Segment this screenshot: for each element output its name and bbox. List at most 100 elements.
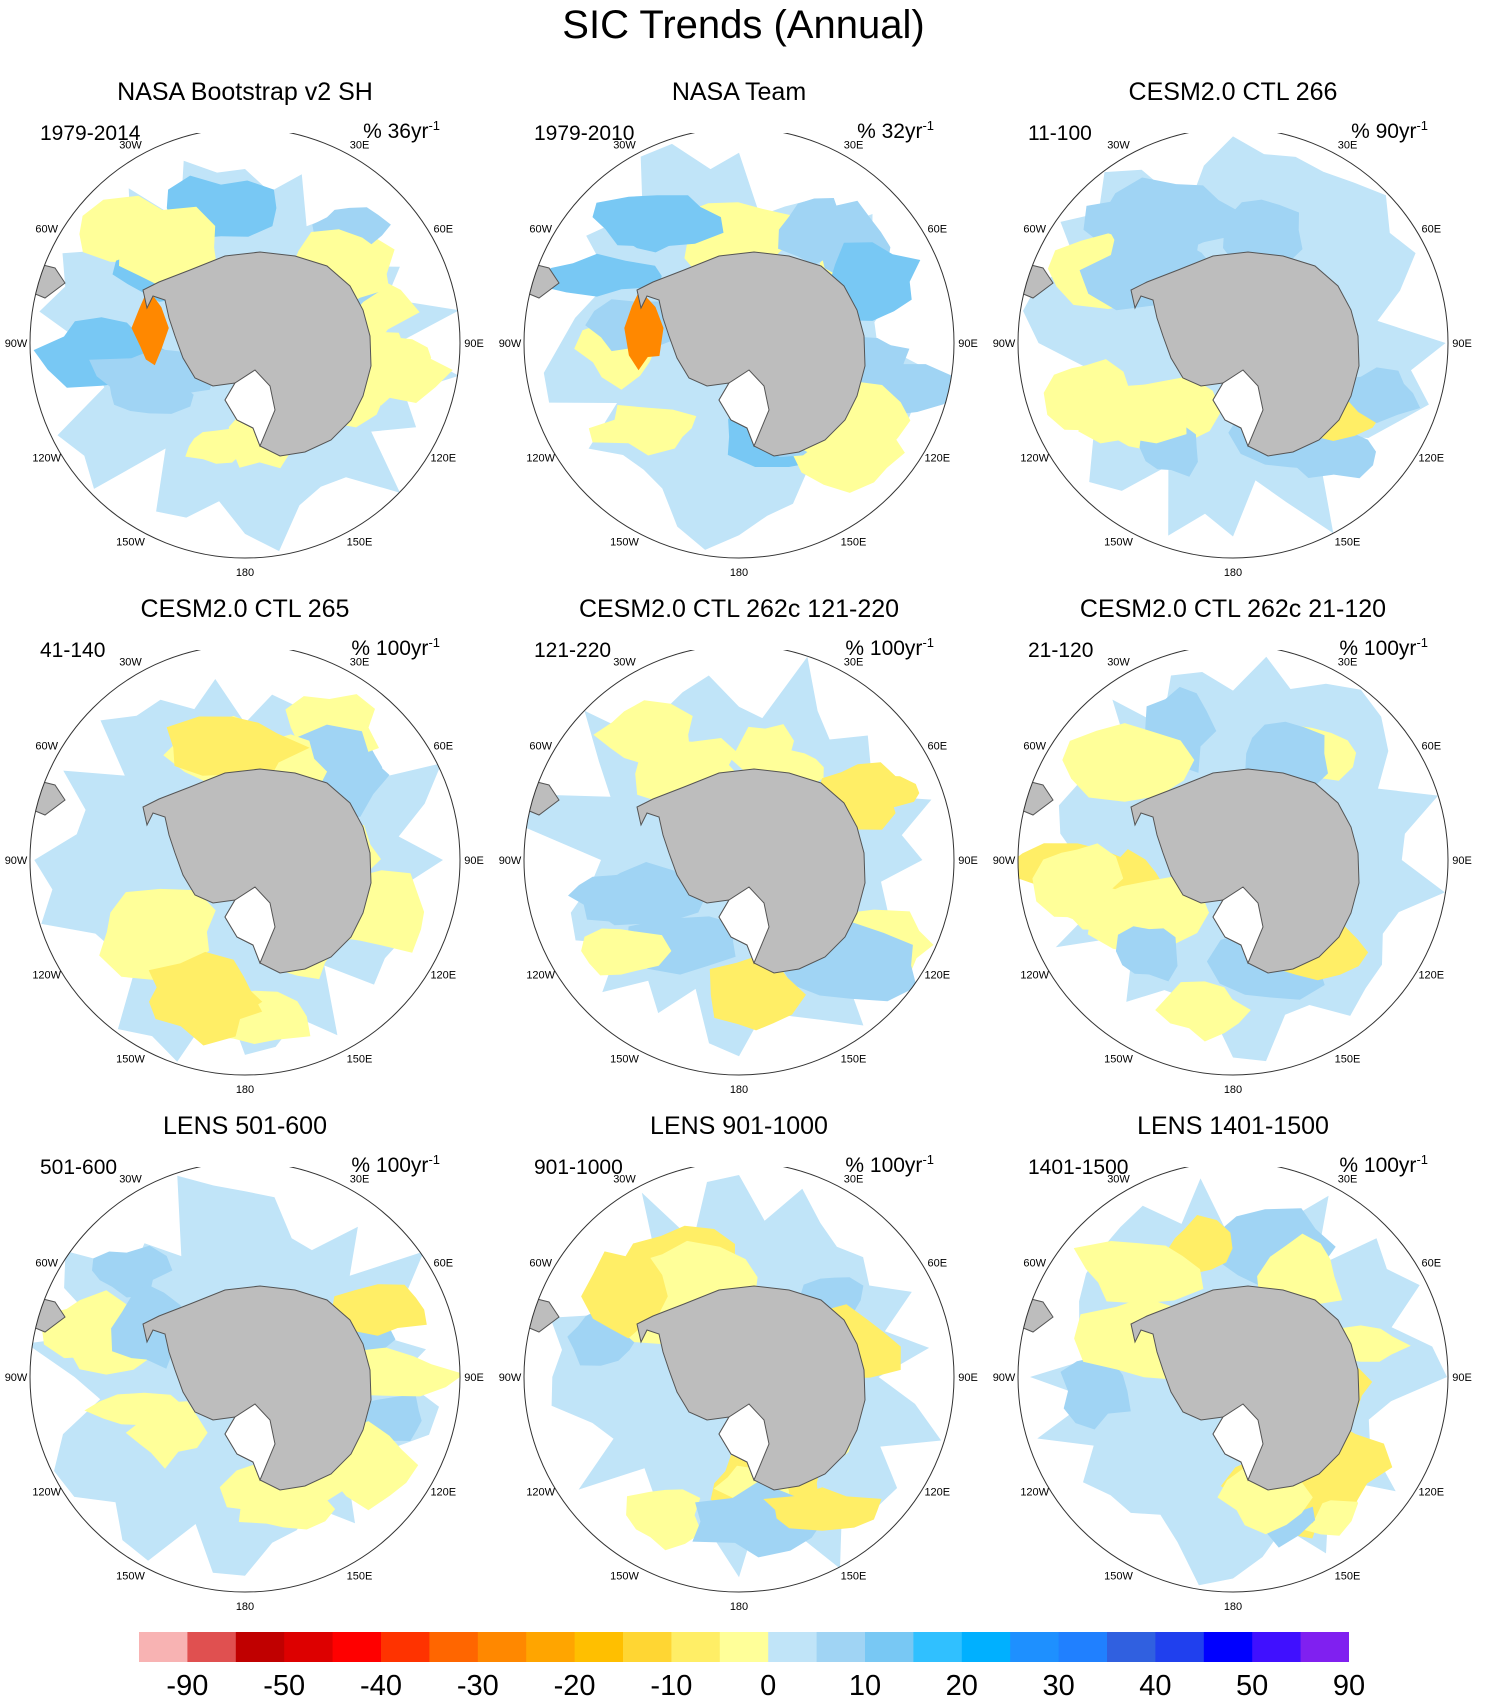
longitude-label: 90W	[993, 338, 1016, 350]
longitude-label: 120E	[924, 1487, 950, 1499]
trend-patch	[109, 367, 194, 414]
colorbar-swatch	[865, 1632, 914, 1662]
panel-period: 1401-1500	[1028, 1156, 1129, 1179]
colorbar-swatch	[332, 1632, 382, 1662]
colorbar-swatch	[574, 1632, 624, 1662]
longitude-label: 90E	[464, 1372, 484, 1384]
longitude-label: 150E	[1335, 1570, 1361, 1582]
longitude-label: 120W	[1020, 453, 1049, 465]
trend-patch	[626, 1489, 702, 1551]
colorbar-swatch	[768, 1632, 818, 1662]
longitude-label: 60W	[1023, 741, 1046, 753]
main-title: SIC Trends (Annual)	[562, 3, 925, 47]
trend-patch	[166, 716, 310, 782]
longitude-label: 30W	[119, 657, 142, 669]
longitude-label: 60E	[928, 1258, 948, 1270]
longitude-label: 60E	[1422, 1258, 1442, 1270]
longitude-label: 150W	[610, 536, 639, 548]
trend-patch	[1115, 926, 1178, 982]
longitude-label: 120E	[1418, 453, 1444, 465]
map-frame	[523, 1167, 955, 1593]
panel-units: % 32yr-1	[857, 118, 934, 143]
longitude-label: 150E	[347, 1570, 373, 1582]
panel-title: CESM2.0 CTL 262c 121-220	[578, 595, 900, 623]
longitude-label: 90E	[958, 1372, 978, 1384]
colorbar-swatch	[1300, 1632, 1349, 1662]
longitude-label: 30E	[350, 1174, 370, 1186]
polar-map: 030E60E90E120E150E180150W120W90W60W30W	[499, 650, 978, 1096]
longitude-label: 90W	[5, 1372, 28, 1384]
map-frame	[29, 650, 461, 1076]
longitude-label: 90E	[1452, 1372, 1472, 1384]
ross-ice-shelf	[718, 886, 770, 965]
colorbar-tick-label: 40	[1139, 1670, 1172, 1702]
panel-period: 121-220	[534, 639, 612, 662]
ross-ice-shelf	[224, 1403, 276, 1482]
longitude-label: 30W	[119, 140, 142, 152]
panel-units: % 100yr-1	[351, 1152, 440, 1177]
panel-title: CESM2.0 CTL 265	[140, 595, 350, 623]
polar-map: 030E60E90E120E150E180150W120W90W60W30W	[499, 133, 978, 579]
south-america-landmass	[1020, 779, 1054, 816]
trend-patch	[185, 428, 243, 464]
polar-map: 030E60E90E120E150E180150W120W90W60W30W	[499, 1167, 978, 1613]
colorbar-tick-label: -40	[360, 1670, 402, 1702]
panel-units: % 100yr-1	[1339, 1152, 1428, 1177]
ross-ice-shelf	[1212, 886, 1264, 965]
trend-patch	[1101, 177, 1249, 254]
panel-title: CESM2.0 CTL 266	[1128, 78, 1338, 106]
longitude-label: 30W	[119, 1174, 142, 1186]
longitude-label: 180	[236, 1084, 254, 1096]
longitude-label: 90E	[1452, 338, 1472, 350]
longitude-label: 150E	[841, 1570, 867, 1582]
longitude-label: 150W	[1104, 1053, 1133, 1065]
panel-units: % 100yr-1	[1339, 635, 1428, 660]
longitude-label: 90W	[993, 1372, 1016, 1384]
longitude-label: 60E	[928, 224, 948, 236]
trend-patch	[92, 1245, 173, 1298]
longitude-label: 120W	[526, 1487, 555, 1499]
south-america-landmass	[1020, 1296, 1054, 1333]
longitude-label: 180	[1224, 567, 1242, 579]
trend-patch	[99, 888, 216, 981]
longitude-label: 120E	[430, 1487, 456, 1499]
longitude-label: 120E	[430, 453, 456, 465]
trend-patch	[568, 872, 655, 922]
colorbar-swatch	[719, 1632, 769, 1662]
trend-patch	[1062, 723, 1195, 802]
colorbar-tick-label: -90	[166, 1670, 209, 1702]
longitude-label: 120W	[1020, 1487, 1049, 1499]
longitude-label: 30W	[1107, 1174, 1130, 1186]
longitude-label: 150W	[116, 1053, 145, 1065]
panel-period: 901-1000	[534, 1156, 623, 1179]
longitude-label: 180	[1224, 1601, 1242, 1613]
longitude-label: 150W	[1104, 536, 1133, 548]
panel-title: NASA Bootstrap v2 SH	[117, 78, 373, 106]
trend-patch-negative	[131, 294, 169, 366]
longitude-label: 60E	[434, 741, 454, 753]
longitude-label: 120W	[32, 1487, 61, 1499]
longitude-label: 120W	[1020, 970, 1049, 982]
longitude-label: 30E	[1338, 657, 1358, 669]
colorbar-tick-label: -20	[553, 1670, 596, 1702]
colorbar-swatch	[1203, 1632, 1253, 1662]
colorbar-swatch	[139, 1632, 188, 1662]
trend-patch	[592, 195, 724, 247]
longitude-label: 150W	[610, 1053, 639, 1065]
longitude-label: 180	[236, 1601, 254, 1613]
trend-patch	[581, 928, 672, 976]
trend-patch	[331, 1284, 427, 1336]
colorbar-tick-label: -30	[456, 1670, 499, 1702]
longitude-label: 180	[236, 567, 254, 579]
trend-patch	[588, 405, 697, 456]
longitude-label: 30W	[613, 1174, 636, 1186]
longitude-label: 150E	[841, 1053, 867, 1065]
ross-ice-shelf	[1212, 1403, 1264, 1482]
longitude-label: 90W	[5, 855, 28, 867]
trend-patch	[581, 1251, 668, 1339]
panel-title: LENS 1401-1500	[1137, 1112, 1329, 1140]
